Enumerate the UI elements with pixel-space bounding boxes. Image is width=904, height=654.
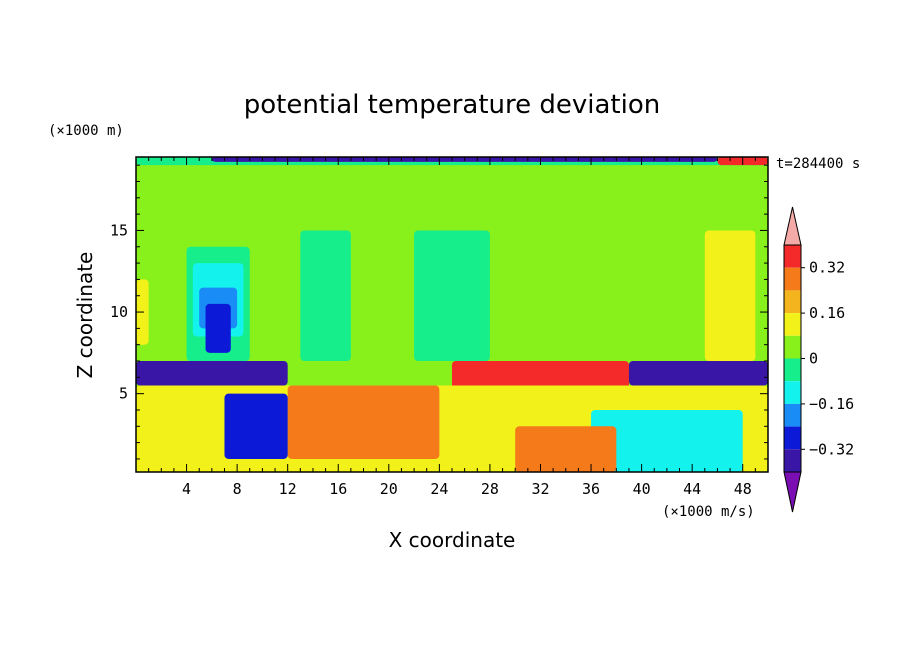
- y-axis: 5 10 15: [110, 164, 768, 460]
- colorbar-segment: [784, 267, 801, 291]
- colorbar-segment: [784, 358, 801, 382]
- contour-region: [704, 230, 756, 362]
- chart-title: potential temperature deviation: [244, 90, 660, 120]
- y-tick-label: 15: [110, 221, 128, 239]
- x-tick-label: 12: [279, 480, 297, 498]
- contour-region: [628, 361, 768, 386]
- contour-region: [515, 426, 617, 472]
- colorbar-segment: [784, 403, 801, 427]
- y-tick-label: 5: [119, 385, 128, 403]
- colorbar-segment: [784, 313, 801, 336]
- x-tick-label: 36: [582, 480, 600, 498]
- x-axis-label: X coordinate: [389, 528, 516, 552]
- x-unit-label: (×1000 m/s): [662, 504, 755, 520]
- x-tick-label: 20: [380, 480, 398, 498]
- contour-region: [300, 230, 351, 362]
- x-axis: 4 8 12 16 20 24 28 32 36 40 44 48: [148, 157, 769, 498]
- colorbar: 0.32 0.16 0 −0.16 −0.32: [783, 206, 854, 513]
- colorbar-segment: [784, 426, 801, 450]
- colorbar-segment: [784, 245, 801, 268]
- contour-field: [136, 157, 768, 472]
- colorbar-tick-label: 0: [809, 350, 818, 368]
- x-tick-label: 28: [481, 480, 499, 498]
- colorbar-segment: [784, 290, 801, 314]
- x-tick-label: 8: [233, 480, 242, 498]
- contour-region: [414, 230, 490, 362]
- colorbar-tick-label: 0.16: [809, 304, 845, 322]
- contour-region: [205, 303, 231, 353]
- x-tick-label: 40: [633, 480, 651, 498]
- x-tick-label: 4: [182, 480, 191, 498]
- colorbar-extend-top: [783, 206, 802, 246]
- x-tick-label: 16: [329, 480, 347, 498]
- x-tick-label: 48: [734, 480, 752, 498]
- x-tick-label: 44: [683, 480, 701, 498]
- colorbar-tick-label: −0.32: [809, 440, 854, 458]
- contour-region: [136, 361, 288, 386]
- contour-region: [287, 385, 440, 459]
- colorbar-segment: [784, 449, 801, 472]
- x-tick-label: 32: [531, 480, 549, 498]
- contour-region: [224, 393, 288, 459]
- colorbar-segment: [784, 381, 801, 404]
- y-tick-label: 10: [110, 303, 128, 321]
- contour-region: [591, 409, 743, 472]
- colorbar-extend-bottom: [783, 471, 802, 513]
- y-unit-label: (×1000 m): [48, 123, 124, 139]
- time-label: t=284400 s: [776, 156, 860, 172]
- x-tick-label: 24: [430, 480, 448, 498]
- plot-area: [135, 156, 769, 473]
- colorbar-segment: [784, 335, 801, 359]
- colorbar-tick-label: 0.32: [809, 259, 845, 277]
- colorbar-tick-label: −0.16: [809, 395, 854, 413]
- y-axis-label: Z coordinate: [73, 252, 97, 379]
